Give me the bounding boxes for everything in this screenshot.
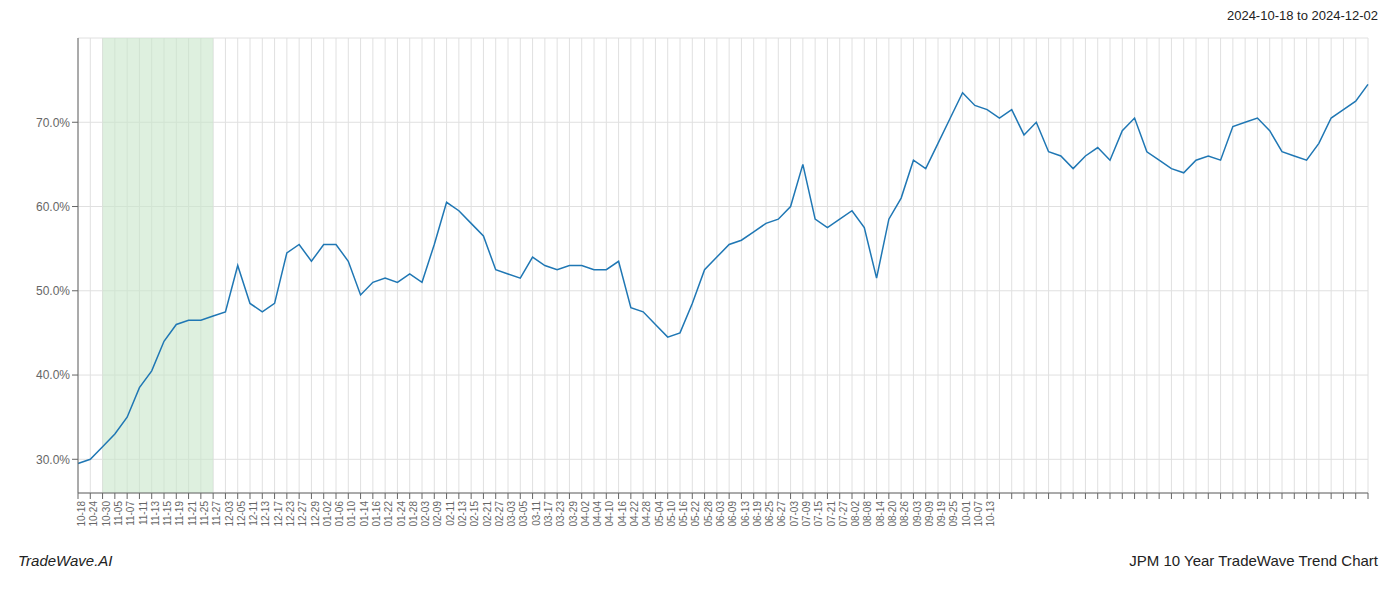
svg-text:04-28: 04-28 xyxy=(641,501,652,527)
svg-text:12-05: 12-05 xyxy=(236,501,247,527)
svg-text:04-22: 04-22 xyxy=(629,501,640,527)
svg-text:40.0%: 40.0% xyxy=(36,368,70,382)
svg-text:10-07: 10-07 xyxy=(973,501,984,527)
svg-text:01-06: 01-06 xyxy=(334,501,345,527)
svg-text:05-28: 05-28 xyxy=(703,501,714,527)
svg-text:11-21: 11-21 xyxy=(187,501,198,526)
svg-text:06-13: 06-13 xyxy=(740,501,751,527)
svg-text:07-27: 07-27 xyxy=(838,501,849,527)
svg-text:10-30: 10-30 xyxy=(101,501,112,527)
svg-text:04-10: 04-10 xyxy=(604,501,615,527)
svg-text:01-10: 01-10 xyxy=(346,501,357,527)
svg-text:70.0%: 70.0% xyxy=(36,116,70,130)
svg-text:04-02: 04-02 xyxy=(580,501,591,527)
svg-text:09-19: 09-19 xyxy=(936,501,947,527)
html-text:TradeWave.AI: TradeWave.AI xyxy=(18,552,113,569)
svg-text:10-01: 10-01 xyxy=(961,501,972,527)
svg-text:08-14: 08-14 xyxy=(875,501,886,527)
html-text:2024-10-18 to 2024-12-02: 2024-10-18 to 2024-12-02 xyxy=(1226,8,1378,23)
svg-text:50.0%: 50.0% xyxy=(36,284,70,298)
svg-text:03-05: 03-05 xyxy=(518,501,529,527)
svg-text:07-03: 07-03 xyxy=(789,501,800,527)
svg-text:12-17: 12-17 xyxy=(273,501,284,527)
svg-text:11-15: 11-15 xyxy=(162,501,173,526)
svg-text:05-16: 05-16 xyxy=(678,501,689,527)
svg-text:12-29: 12-29 xyxy=(310,501,321,527)
svg-text:12-13: 12-13 xyxy=(260,501,271,527)
html-text:JPM 10 Year TradeWave Trend Ch: JPM 10 Year TradeWave Trend Chart xyxy=(1129,552,1378,569)
svg-text:01-22: 01-22 xyxy=(383,501,394,527)
svg-text:02-21: 02-21 xyxy=(482,501,493,527)
svg-text:04-16: 04-16 xyxy=(617,501,628,527)
svg-text:11-13: 11-13 xyxy=(150,501,161,526)
svg-text:11-19: 11-19 xyxy=(174,501,185,526)
svg-text:12-23: 12-23 xyxy=(285,501,296,527)
svg-text:05-10: 05-10 xyxy=(666,501,677,527)
svg-text:01-28: 01-28 xyxy=(408,501,419,527)
svg-text:11-07: 11-07 xyxy=(125,501,136,526)
svg-text:02-27: 02-27 xyxy=(494,501,505,527)
svg-text:02-09: 02-09 xyxy=(432,501,443,527)
svg-text:30.0%: 30.0% xyxy=(36,453,70,467)
svg-text:09-09: 09-09 xyxy=(924,501,935,527)
svg-text:02-11: 02-11 xyxy=(445,501,456,526)
svg-text:11-11: 11-11 xyxy=(138,501,149,526)
svg-text:03-17: 03-17 xyxy=(543,501,554,527)
svg-text:02-03: 02-03 xyxy=(420,501,431,527)
svg-text:08-08: 08-08 xyxy=(862,501,873,527)
svg-text:09-25: 09-25 xyxy=(948,501,959,527)
svg-text:09-03: 09-03 xyxy=(912,501,923,527)
svg-text:06-25: 06-25 xyxy=(764,501,775,527)
svg-text:02-15: 02-15 xyxy=(469,501,480,527)
svg-text:03-29: 03-29 xyxy=(568,501,579,527)
svg-text:08-02: 08-02 xyxy=(850,501,861,527)
svg-text:11-05: 11-05 xyxy=(113,501,124,526)
svg-text:01-14: 01-14 xyxy=(359,501,370,527)
svg-text:12-03: 12-03 xyxy=(224,501,235,527)
svg-text:06-19: 06-19 xyxy=(752,501,763,527)
svg-text:02-13: 02-13 xyxy=(457,501,468,527)
svg-text:01-24: 01-24 xyxy=(396,501,407,527)
svg-text:08-20: 08-20 xyxy=(887,501,898,527)
svg-text:01-02: 01-02 xyxy=(322,501,333,527)
svg-text:07-21: 07-21 xyxy=(826,501,837,527)
svg-text:06-27: 06-27 xyxy=(776,501,787,527)
svg-text:11-27: 11-27 xyxy=(211,501,222,526)
svg-text:03-03: 03-03 xyxy=(506,501,517,527)
svg-text:08-26: 08-26 xyxy=(899,501,910,527)
svg-text:10-18: 10-18 xyxy=(76,501,87,527)
svg-text:07-15: 07-15 xyxy=(813,501,824,527)
svg-text:06-03: 06-03 xyxy=(715,501,726,527)
svg-text:05-04: 05-04 xyxy=(654,501,665,527)
svg-text:01-16: 01-16 xyxy=(371,501,382,527)
svg-text:06-09: 06-09 xyxy=(727,501,738,527)
svg-text:05-22: 05-22 xyxy=(690,501,701,527)
svg-text:03-23: 03-23 xyxy=(555,501,566,527)
svg-text:12-27: 12-27 xyxy=(297,501,308,527)
svg-text:12-11: 12-11 xyxy=(248,501,259,526)
svg-text:10-24: 10-24 xyxy=(88,501,99,527)
svg-text:11-25: 11-25 xyxy=(199,501,210,526)
svg-text:03-11: 03-11 xyxy=(531,501,542,526)
svg-text:04-04: 04-04 xyxy=(592,501,603,527)
svg-text:60.0%: 60.0% xyxy=(36,200,70,214)
svg-text:07-09: 07-09 xyxy=(801,501,812,527)
svg-text:10-13: 10-13 xyxy=(985,501,996,527)
